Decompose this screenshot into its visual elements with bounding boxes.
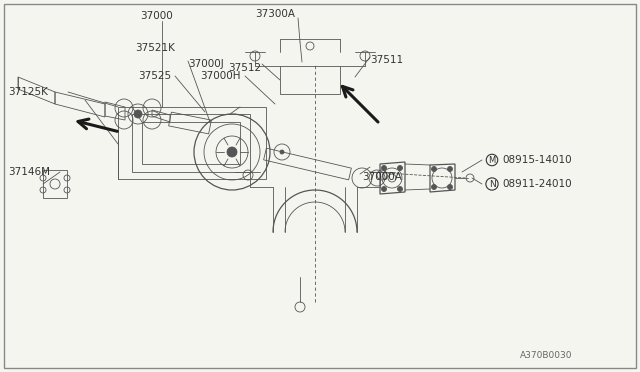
Text: 37000J: 37000J xyxy=(188,59,224,69)
Circle shape xyxy=(431,167,436,171)
Circle shape xyxy=(134,110,142,118)
Text: 37300A: 37300A xyxy=(255,9,295,19)
Circle shape xyxy=(447,185,452,189)
Circle shape xyxy=(381,166,387,170)
Text: 37000A: 37000A xyxy=(362,172,402,182)
Text: A370B0030: A370B0030 xyxy=(520,352,572,360)
Text: N: N xyxy=(488,180,495,189)
Circle shape xyxy=(447,167,452,171)
Bar xyxy=(132,114,250,172)
Text: 37146M: 37146M xyxy=(8,167,50,177)
Text: 37521K: 37521K xyxy=(135,43,175,53)
Text: 37000H: 37000H xyxy=(200,71,241,81)
Text: 37000: 37000 xyxy=(140,11,173,21)
Text: 37512: 37512 xyxy=(228,63,261,73)
Circle shape xyxy=(397,166,403,170)
Text: 08911-24010: 08911-24010 xyxy=(502,179,572,189)
Circle shape xyxy=(431,185,436,189)
Circle shape xyxy=(397,186,403,192)
Circle shape xyxy=(280,150,284,154)
Bar xyxy=(118,107,266,179)
Circle shape xyxy=(227,147,237,157)
Text: 37511: 37511 xyxy=(370,55,403,65)
Text: 08915-14010: 08915-14010 xyxy=(502,155,572,165)
Text: 37125K: 37125K xyxy=(8,87,48,97)
Text: 37525: 37525 xyxy=(138,71,171,81)
Bar xyxy=(142,122,240,164)
Text: M: M xyxy=(488,155,495,164)
Circle shape xyxy=(381,186,387,192)
